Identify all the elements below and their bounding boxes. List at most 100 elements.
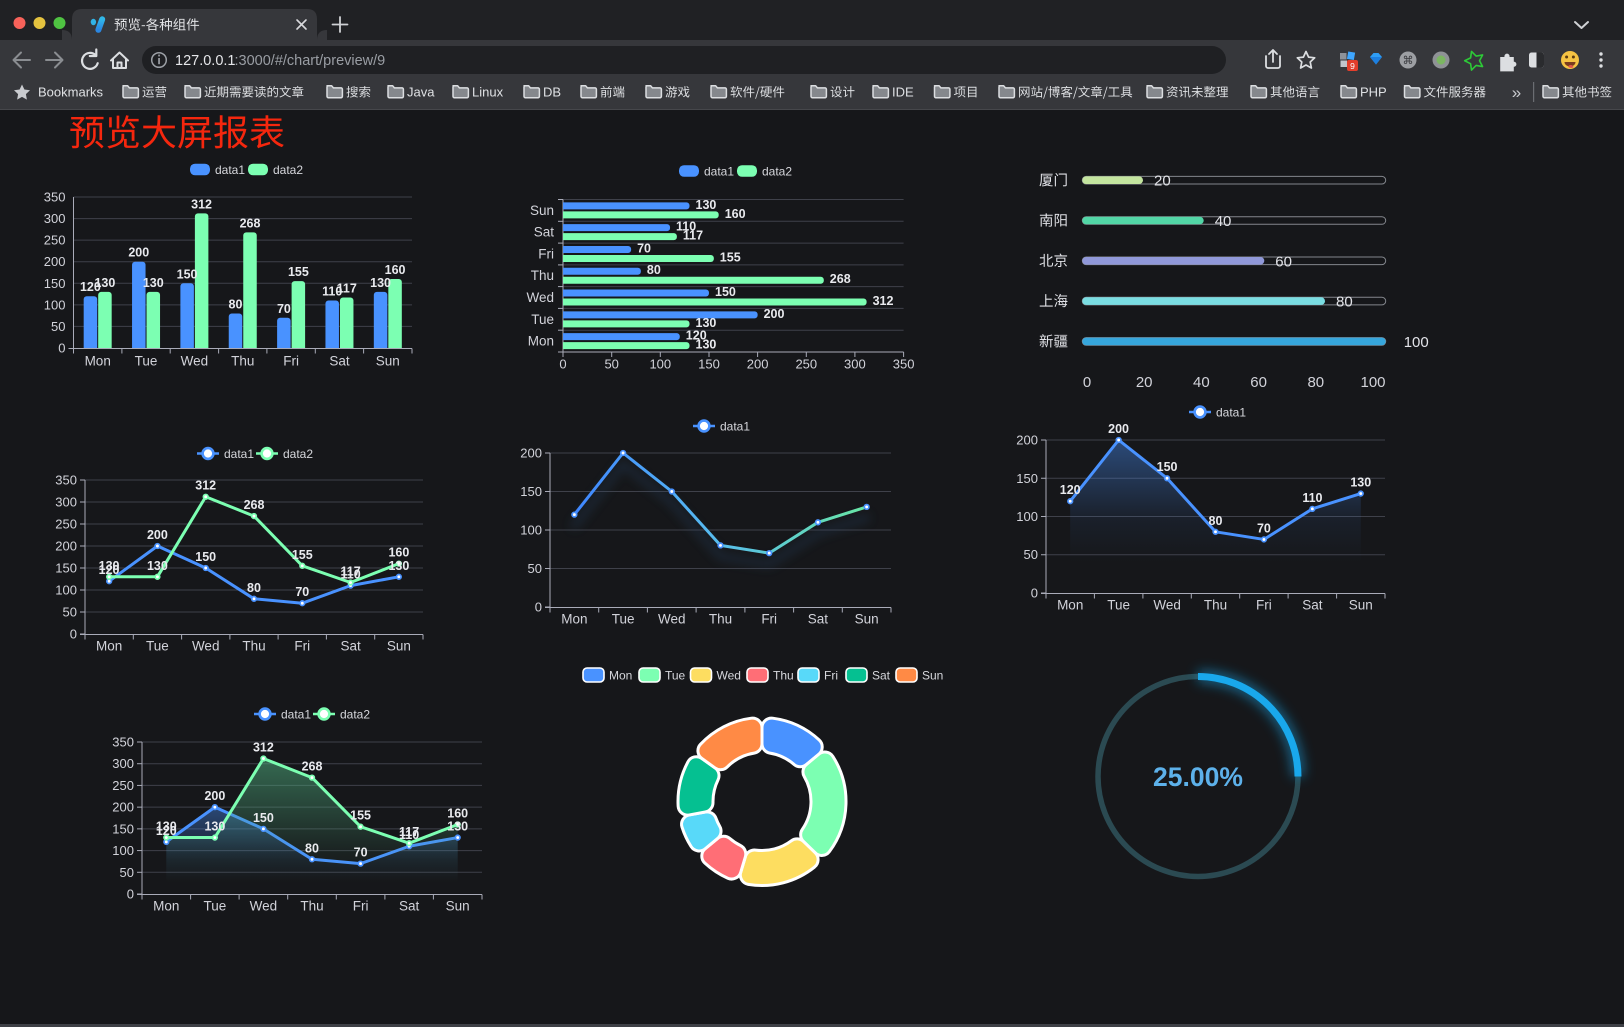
svg-text:150: 150 — [55, 561, 77, 576]
svg-text:117: 117 — [399, 825, 419, 839]
svg-text:Tue: Tue — [665, 669, 686, 683]
svg-text:200: 200 — [520, 446, 542, 461]
svg-text:110: 110 — [341, 568, 361, 582]
svg-text:150: 150 — [1157, 460, 1178, 474]
svg-text:20: 20 — [1136, 374, 1153, 391]
svg-text:0: 0 — [1083, 374, 1091, 391]
svg-text:312: 312 — [253, 741, 274, 755]
svg-text:Java: Java — [407, 85, 435, 100]
svg-text:data1: data1 — [281, 708, 311, 722]
svg-text:117: 117 — [683, 229, 703, 243]
svg-text:Sat: Sat — [1302, 598, 1323, 613]
svg-text:data1: data1 — [224, 447, 254, 461]
svg-text:Mon: Mon — [561, 612, 587, 627]
svg-text:350: 350 — [893, 357, 915, 372]
svg-text:PHP: PHP — [1360, 85, 1387, 100]
svg-text:250: 250 — [55, 517, 77, 532]
svg-text:300: 300 — [112, 756, 134, 771]
svg-text:130: 130 — [447, 820, 468, 834]
svg-text:0: 0 — [70, 627, 77, 642]
svg-text:200: 200 — [112, 800, 134, 815]
svg-text:25.00%: 25.00% — [1153, 762, 1243, 792]
svg-text:0: 0 — [1031, 586, 1038, 601]
svg-text:150: 150 — [715, 285, 736, 299]
svg-text:117: 117 — [341, 565, 361, 579]
svg-text:200: 200 — [747, 357, 769, 372]
svg-text:200: 200 — [147, 528, 168, 542]
svg-text:Tue: Tue — [135, 354, 158, 369]
svg-text:Linux: Linux — [472, 85, 504, 100]
svg-text:155: 155 — [350, 809, 371, 823]
svg-text:data1: data1 — [215, 163, 245, 177]
svg-text:150: 150 — [44, 276, 66, 291]
svg-text:Bookmarks: Bookmarks — [38, 85, 104, 100]
svg-text:127.0.0.1: 127.0.0.1 — [175, 53, 235, 69]
svg-text:Mon: Mon — [609, 669, 632, 683]
svg-text:100: 100 — [649, 357, 671, 372]
svg-text:160: 160 — [388, 546, 409, 560]
svg-text:150: 150 — [520, 484, 542, 499]
svg-text:268: 268 — [244, 498, 265, 512]
svg-text:250: 250 — [795, 357, 817, 372]
svg-text:312: 312 — [191, 197, 212, 211]
svg-text:130: 130 — [696, 338, 717, 352]
svg-text:350: 350 — [55, 473, 77, 488]
svg-text:Tue: Tue — [204, 899, 227, 914]
svg-text:Thu: Thu — [1204, 598, 1227, 613]
svg-text:250: 250 — [44, 233, 66, 248]
svg-text:120: 120 — [80, 280, 101, 294]
svg-text:200: 200 — [1016, 433, 1038, 448]
svg-text:100: 100 — [112, 843, 134, 858]
svg-text:50: 50 — [63, 605, 77, 620]
svg-text:300: 300 — [55, 495, 77, 510]
svg-text:130: 130 — [143, 276, 164, 290]
svg-text:100: 100 — [1360, 374, 1385, 391]
svg-text:Sat: Sat — [534, 225, 555, 240]
svg-text:110: 110 — [322, 285, 342, 299]
svg-text:Wed: Wed — [526, 290, 554, 305]
svg-text:60: 60 — [1250, 374, 1267, 391]
svg-text:Thu: Thu — [773, 669, 794, 683]
svg-text:200: 200 — [204, 789, 225, 803]
svg-text:160: 160 — [725, 207, 746, 221]
svg-text:40: 40 — [1193, 374, 1210, 391]
svg-text:data2: data2 — [273, 163, 303, 177]
svg-text:data2: data2 — [283, 447, 313, 461]
svg-text:80: 80 — [1307, 374, 1324, 391]
svg-text:250: 250 — [112, 778, 134, 793]
svg-text:80: 80 — [229, 298, 243, 312]
svg-text:155: 155 — [288, 265, 309, 279]
svg-text:Wed: Wed — [658, 612, 686, 627]
svg-text:155: 155 — [720, 251, 741, 265]
svg-text:Sun: Sun — [922, 669, 943, 683]
svg-text:Fri: Fri — [353, 899, 369, 914]
svg-text:Sun: Sun — [530, 203, 554, 218]
svg-text:110: 110 — [1302, 491, 1322, 505]
svg-text:80: 80 — [247, 581, 261, 595]
svg-text:200: 200 — [55, 539, 77, 554]
svg-text:Wed: Wed — [181, 354, 209, 369]
svg-text:150: 150 — [177, 267, 198, 281]
svg-text:Wed: Wed — [1153, 598, 1181, 613]
svg-text:data1: data1 — [1216, 406, 1246, 420]
svg-text:Fri: Fri — [294, 639, 310, 654]
svg-text:70: 70 — [354, 846, 368, 860]
svg-text:Wed: Wed — [250, 899, 278, 914]
svg-text:IDE: IDE — [892, 85, 914, 100]
svg-text:0: 0 — [559, 357, 566, 372]
svg-text:200: 200 — [128, 246, 149, 260]
svg-text:DB: DB — [543, 85, 561, 100]
svg-text:200: 200 — [764, 307, 785, 321]
svg-text:Tue: Tue — [146, 639, 169, 654]
svg-text:350: 350 — [44, 190, 66, 205]
svg-text:Fri: Fri — [538, 247, 554, 262]
svg-text:130: 130 — [388, 559, 409, 573]
svg-text:Mon: Mon — [153, 899, 179, 914]
svg-text:160: 160 — [447, 807, 468, 821]
svg-text:9: 9 — [1350, 61, 1355, 71]
svg-text:130: 130 — [94, 276, 115, 290]
svg-text:80: 80 — [305, 841, 319, 855]
svg-text:40: 40 — [1215, 213, 1232, 230]
svg-text:150: 150 — [253, 811, 274, 825]
svg-text:70: 70 — [1257, 522, 1271, 536]
